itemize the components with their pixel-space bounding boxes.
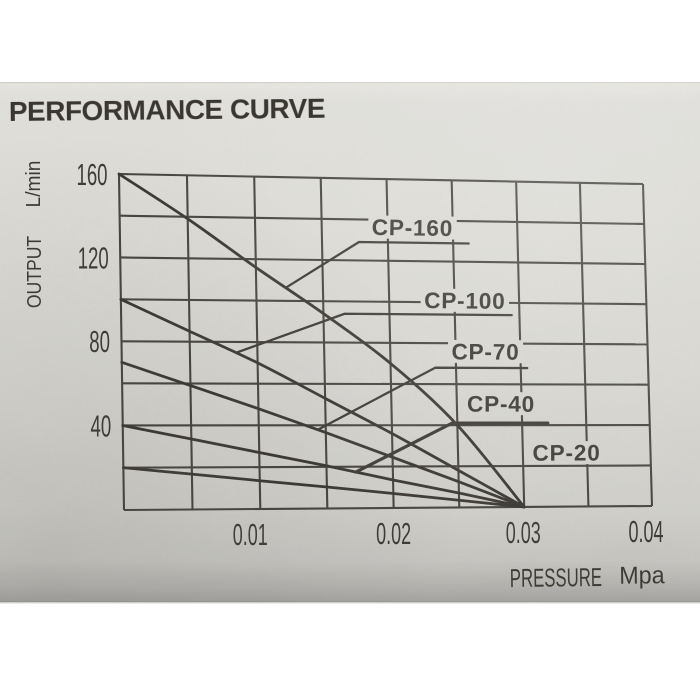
page-title: PERFORMANCE CURVE [8, 92, 326, 127]
photo-grain-overlay [0, 82, 700, 602]
paper-bottom-edge [0, 601, 700, 604]
